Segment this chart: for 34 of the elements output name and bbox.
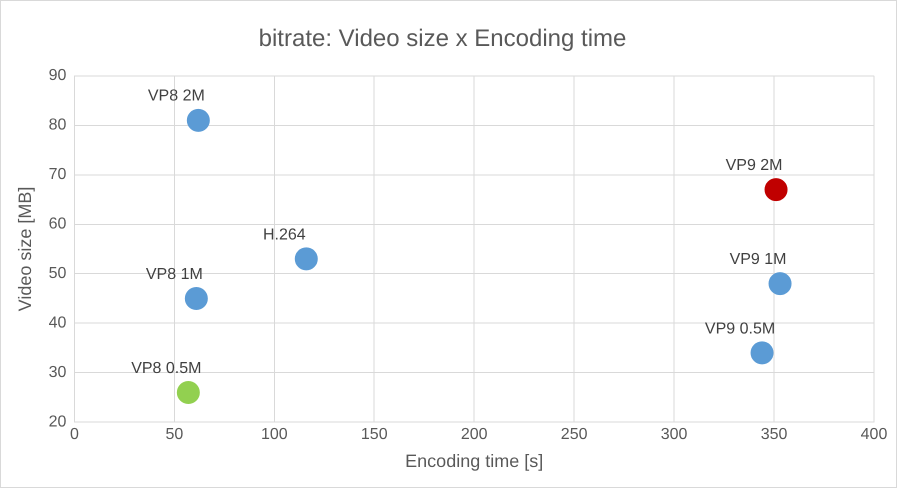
x-tick-label: 400: [860, 426, 888, 444]
x-tick-label: 0: [70, 426, 79, 444]
point: [764, 178, 788, 202]
chart-title: bitrate: Video size x Encoding time: [258, 25, 626, 52]
x-tick-label: 50: [165, 426, 184, 444]
y-tick-label: 20: [48, 414, 66, 431]
annotation: H.264: [262, 226, 306, 244]
y-tick-label: 50: [48, 265, 66, 282]
point: [184, 286, 208, 310]
x-tick-label: 150: [360, 426, 388, 444]
annotation: VP8 2M: [148, 88, 205, 105]
annotation: VP9 1M: [730, 251, 787, 268]
point: [768, 272, 792, 296]
annotation: VP9 0.5M: [704, 320, 776, 338]
x-tick-label: 250: [560, 426, 588, 444]
x-tick-label: 300: [660, 426, 688, 444]
point: [750, 341, 774, 364]
y-tick-label: 40: [48, 314, 66, 332]
y-tick-label: 90: [48, 67, 66, 84]
y-tick-label: 60: [48, 216, 66, 233]
x-axis-title: Encoding time [s]: [405, 451, 544, 472]
point: [176, 381, 200, 404]
x-tick-label: 200: [460, 426, 488, 444]
y-tick-label: 30: [48, 364, 66, 382]
y-axis-title: Video size [MB]: [14, 186, 35, 312]
y-tick-label: 80: [48, 116, 66, 134]
annotation: VP9 2M: [726, 157, 783, 174]
x-tick-label: 350: [760, 426, 788, 444]
point: [186, 108, 210, 132]
y-tick-label: 70: [48, 166, 66, 184]
annotation: VP8 1M: [146, 266, 203, 283]
point: [294, 247, 318, 270]
annotation: VP8 0.5M: [131, 360, 202, 377]
x-tick-label: 100: [260, 426, 288, 444]
